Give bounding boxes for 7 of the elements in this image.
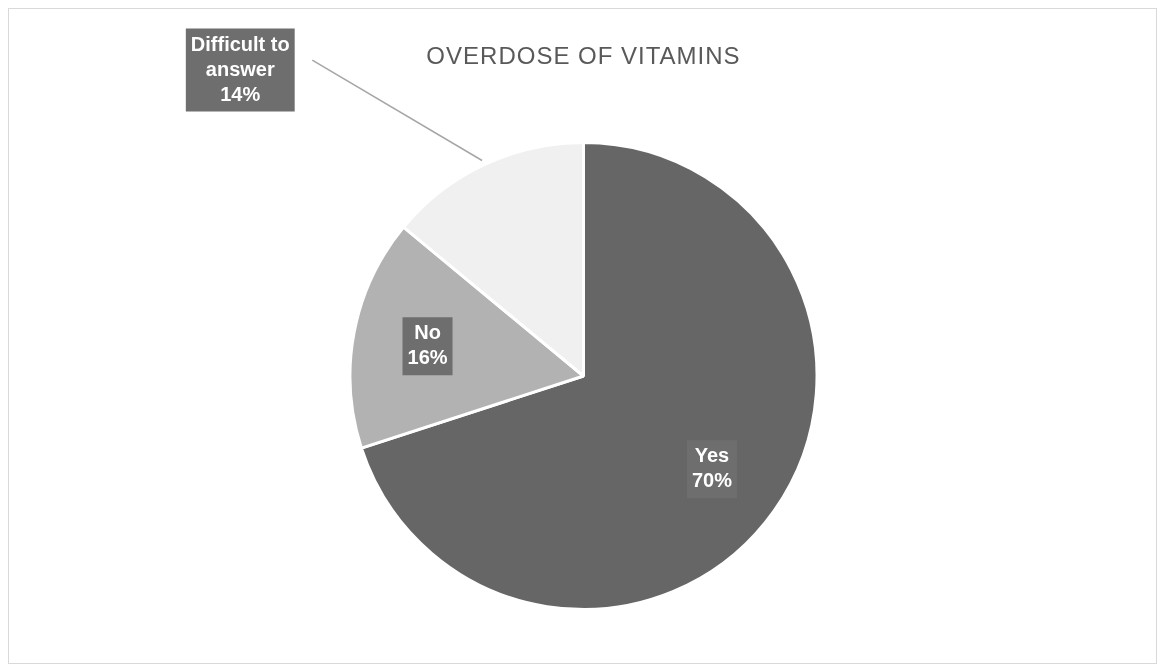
slice-label: Yes <box>694 444 730 467</box>
data-label: 70% <box>691 469 733 492</box>
slice-label: No <box>414 321 441 344</box>
data-label: 14% <box>220 82 261 105</box>
chart-title: OVERDOSE OF VITAMINS <box>426 42 741 69</box>
slice-label: Difficult to answer <box>190 32 290 80</box>
data-label: 16% <box>407 346 448 369</box>
